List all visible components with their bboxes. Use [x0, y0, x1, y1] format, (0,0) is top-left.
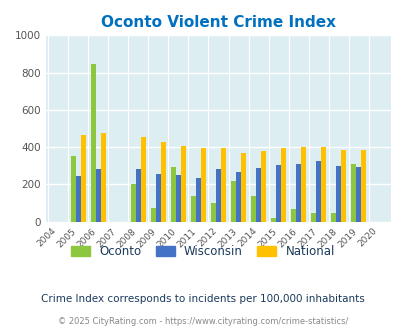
Bar [215, 169, 220, 222]
Bar [171, 167, 175, 222]
Bar [296, 164, 301, 222]
Bar [241, 153, 245, 222]
Bar [135, 169, 141, 222]
Bar [150, 208, 156, 222]
Bar [96, 169, 100, 222]
Bar [130, 184, 135, 222]
Bar [80, 135, 85, 222]
Bar [235, 172, 241, 222]
Bar [200, 148, 205, 222]
Bar [256, 168, 260, 222]
Bar [290, 210, 296, 222]
Bar [315, 161, 320, 222]
Bar [75, 176, 80, 222]
Bar [230, 181, 235, 222]
Bar [250, 195, 256, 222]
Bar [356, 167, 360, 222]
Bar [271, 218, 275, 222]
Bar [335, 166, 341, 222]
Bar [320, 147, 326, 222]
Bar [70, 156, 75, 222]
Bar [311, 213, 315, 222]
Bar [260, 151, 266, 222]
Bar [100, 133, 105, 222]
Bar [196, 178, 200, 222]
Bar [141, 137, 145, 222]
Bar [330, 213, 335, 222]
Title: Oconto Violent Crime Index: Oconto Violent Crime Index [101, 15, 335, 30]
Bar [156, 174, 160, 222]
Bar [301, 147, 305, 222]
Bar [220, 148, 226, 222]
Bar [160, 142, 165, 222]
Legend: Oconto, Wisconsin, National: Oconto, Wisconsin, National [66, 241, 339, 263]
Bar [190, 195, 196, 222]
Text: Crime Index corresponds to incidents per 100,000 inhabitants: Crime Index corresponds to incidents per… [41, 294, 364, 304]
Bar [281, 148, 286, 222]
Bar [275, 165, 281, 222]
Text: © 2025 CityRating.com - https://www.cityrating.com/crime-statistics/: © 2025 CityRating.com - https://www.city… [58, 317, 347, 326]
Bar [350, 164, 356, 222]
Bar [181, 146, 185, 222]
Bar [341, 150, 345, 222]
Bar [360, 150, 366, 222]
Bar [90, 64, 96, 222]
Bar [175, 175, 181, 222]
Bar [211, 203, 215, 222]
